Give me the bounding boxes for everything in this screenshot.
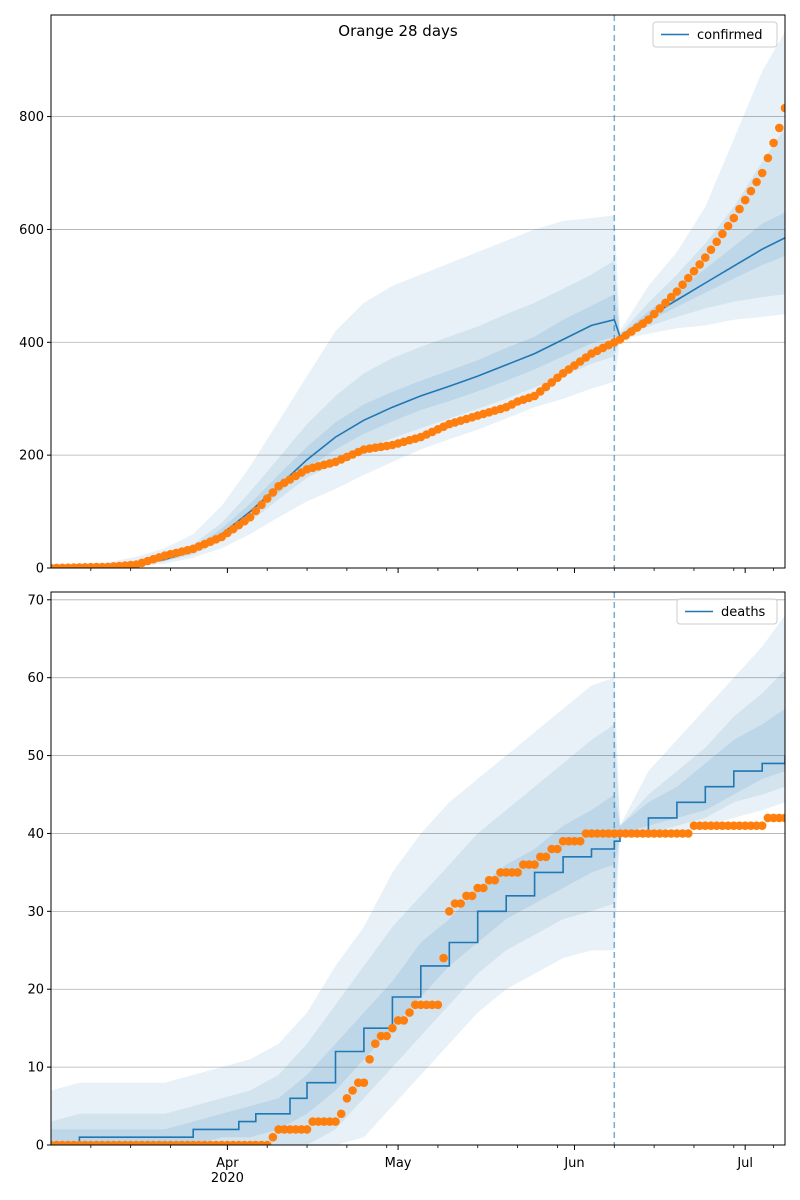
observed-point <box>359 1078 369 1087</box>
observed-point <box>769 138 778 148</box>
y-tick-label: 800 <box>19 110 44 125</box>
observed-point <box>701 253 710 262</box>
deaths-median-line <box>51 755 785 1145</box>
observed-point <box>547 378 556 387</box>
uncertainty-band-inner <box>51 212 785 568</box>
observed-point <box>251 506 261 516</box>
observed-point <box>644 315 653 325</box>
observed-point <box>689 266 699 276</box>
observed-point <box>718 229 727 239</box>
legend-box <box>652 21 778 48</box>
observed-point <box>666 292 676 302</box>
observed-point <box>712 237 721 247</box>
uncertainty-band-outer <box>51 31 785 568</box>
uncertainty-band-outer <box>51 615 785 1145</box>
observed-point <box>723 221 733 231</box>
observed-point <box>780 813 785 823</box>
observed-point <box>684 273 693 283</box>
plot-area <box>51 15 785 568</box>
observed-point <box>257 500 266 510</box>
observed-point <box>479 883 488 893</box>
axes-frame <box>50 591 786 1146</box>
observed-point <box>348 1086 357 1095</box>
y-tick-label: 600 <box>19 223 44 238</box>
observed-point <box>382 1031 392 1041</box>
x-tick-label: Jul <box>736 1156 753 1171</box>
x-tick-label: May <box>385 1156 412 1171</box>
observed-point <box>763 153 773 163</box>
observed-point <box>649 309 659 319</box>
observed-point <box>399 1016 409 1025</box>
observed-point <box>706 245 716 254</box>
observed-point <box>729 213 739 223</box>
y-tick-label: 10 <box>27 1061 44 1076</box>
legend: confirmed <box>652 21 778 48</box>
observed-point <box>684 829 693 838</box>
observed-point <box>456 899 466 908</box>
observed-point <box>775 123 784 133</box>
observed-point <box>757 821 767 830</box>
y-tick-label: 70 <box>27 593 44 608</box>
uncertainty-band-middle <box>51 669 785 1145</box>
deaths-panel: 0 10 20 30 40 50 60 70 Apr May Jun Jul 2020 deaths <box>27 591 786 1186</box>
y-tick-label: 30 <box>27 905 44 920</box>
observed-point <box>735 204 744 214</box>
observed-point <box>678 280 687 290</box>
observed-point <box>388 1023 397 1033</box>
y-tick-label: 20 <box>27 983 44 998</box>
observed-point <box>342 1094 352 1103</box>
uncertainty-band-inner <box>51 708 785 1145</box>
legend: deaths <box>676 598 778 625</box>
observed-point <box>433 1000 443 1010</box>
observed-point <box>695 260 704 269</box>
observed-point <box>268 488 278 497</box>
legend-label: deaths <box>721 605 766 620</box>
observed-point <box>780 103 785 113</box>
observed-point <box>530 860 539 869</box>
x-year-label: 2020 <box>211 1171 244 1186</box>
legend-box <box>676 598 778 625</box>
observed-point <box>439 953 448 963</box>
observed-point <box>268 1132 278 1142</box>
y-tick-label: 40 <box>27 827 44 842</box>
y-tick-label: 200 <box>19 449 44 464</box>
observed-point <box>752 177 761 187</box>
observed-point <box>336 1109 346 1119</box>
y-tick-label: 50 <box>27 749 44 764</box>
observed-point <box>746 186 756 196</box>
plot-area <box>51 592 785 1145</box>
observed-point <box>490 875 500 885</box>
observed-point <box>757 168 767 178</box>
y-tick-label: 60 <box>27 671 44 686</box>
observed-point <box>672 287 682 296</box>
figure-title: Orange 28 days <box>338 22 458 40</box>
observed-point <box>365 1055 374 1064</box>
axes-frame <box>50 14 786 569</box>
uncertainty-band-middle <box>51 127 785 568</box>
observed-point <box>262 1140 272 1145</box>
observed-point <box>655 304 665 313</box>
observed-point <box>371 1039 380 1048</box>
observed-point <box>445 907 454 916</box>
observed-point <box>245 512 255 522</box>
observed-point <box>575 836 585 846</box>
observed-point <box>331 1117 340 1126</box>
observed-point <box>541 852 551 862</box>
legend-label: confirmed <box>697 28 763 43</box>
observed-point <box>661 298 670 308</box>
observed-point <box>553 844 562 854</box>
y-tick-label: 0 <box>36 1139 44 1154</box>
y-tick-label: 0 <box>36 562 44 577</box>
observed-point <box>513 868 522 877</box>
y-tick-label: 400 <box>19 336 44 351</box>
confirmed-panel: 0 200 400 600 800 confirmed <box>19 14 786 577</box>
x-tick-label: Apr <box>216 1156 239 1171</box>
observed-point <box>467 891 477 901</box>
observed-point <box>262 494 272 503</box>
observed-point <box>405 1008 414 1017</box>
observed-point <box>740 195 750 205</box>
observed-point <box>302 1125 312 1134</box>
x-tick-label: Jun <box>563 1156 584 1171</box>
